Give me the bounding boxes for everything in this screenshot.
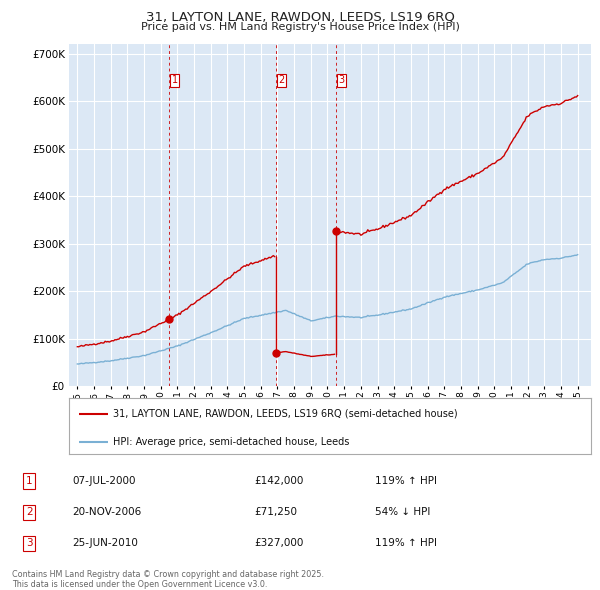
- Text: £71,250: £71,250: [254, 507, 297, 517]
- Text: Contains HM Land Registry data © Crown copyright and database right 2025.
This d: Contains HM Land Registry data © Crown c…: [12, 570, 324, 589]
- Text: 119% ↑ HPI: 119% ↑ HPI: [375, 538, 437, 548]
- Text: 07-JUL-2000: 07-JUL-2000: [73, 476, 136, 486]
- Text: 31, LAYTON LANE, RAWDON, LEEDS, LS19 6RQ (semi-detached house): 31, LAYTON LANE, RAWDON, LEEDS, LS19 6RQ…: [113, 409, 458, 419]
- Text: £327,000: £327,000: [254, 538, 303, 548]
- Text: £142,000: £142,000: [254, 476, 303, 486]
- Text: HPI: Average price, semi-detached house, Leeds: HPI: Average price, semi-detached house,…: [113, 437, 350, 447]
- Text: 3: 3: [26, 538, 32, 548]
- Text: 119% ↑ HPI: 119% ↑ HPI: [375, 476, 437, 486]
- Text: 25-JUN-2010: 25-JUN-2010: [73, 538, 139, 548]
- Text: Price paid vs. HM Land Registry's House Price Index (HPI): Price paid vs. HM Land Registry's House …: [140, 22, 460, 32]
- Text: 1: 1: [172, 75, 178, 85]
- Text: 2: 2: [278, 75, 284, 85]
- Text: 1: 1: [26, 476, 32, 486]
- Text: 54% ↓ HPI: 54% ↓ HPI: [375, 507, 430, 517]
- Text: 3: 3: [338, 75, 344, 85]
- Text: 20-NOV-2006: 20-NOV-2006: [73, 507, 142, 517]
- Text: 31, LAYTON LANE, RAWDON, LEEDS, LS19 6RQ: 31, LAYTON LANE, RAWDON, LEEDS, LS19 6RQ: [146, 11, 454, 24]
- Text: 2: 2: [26, 507, 32, 517]
